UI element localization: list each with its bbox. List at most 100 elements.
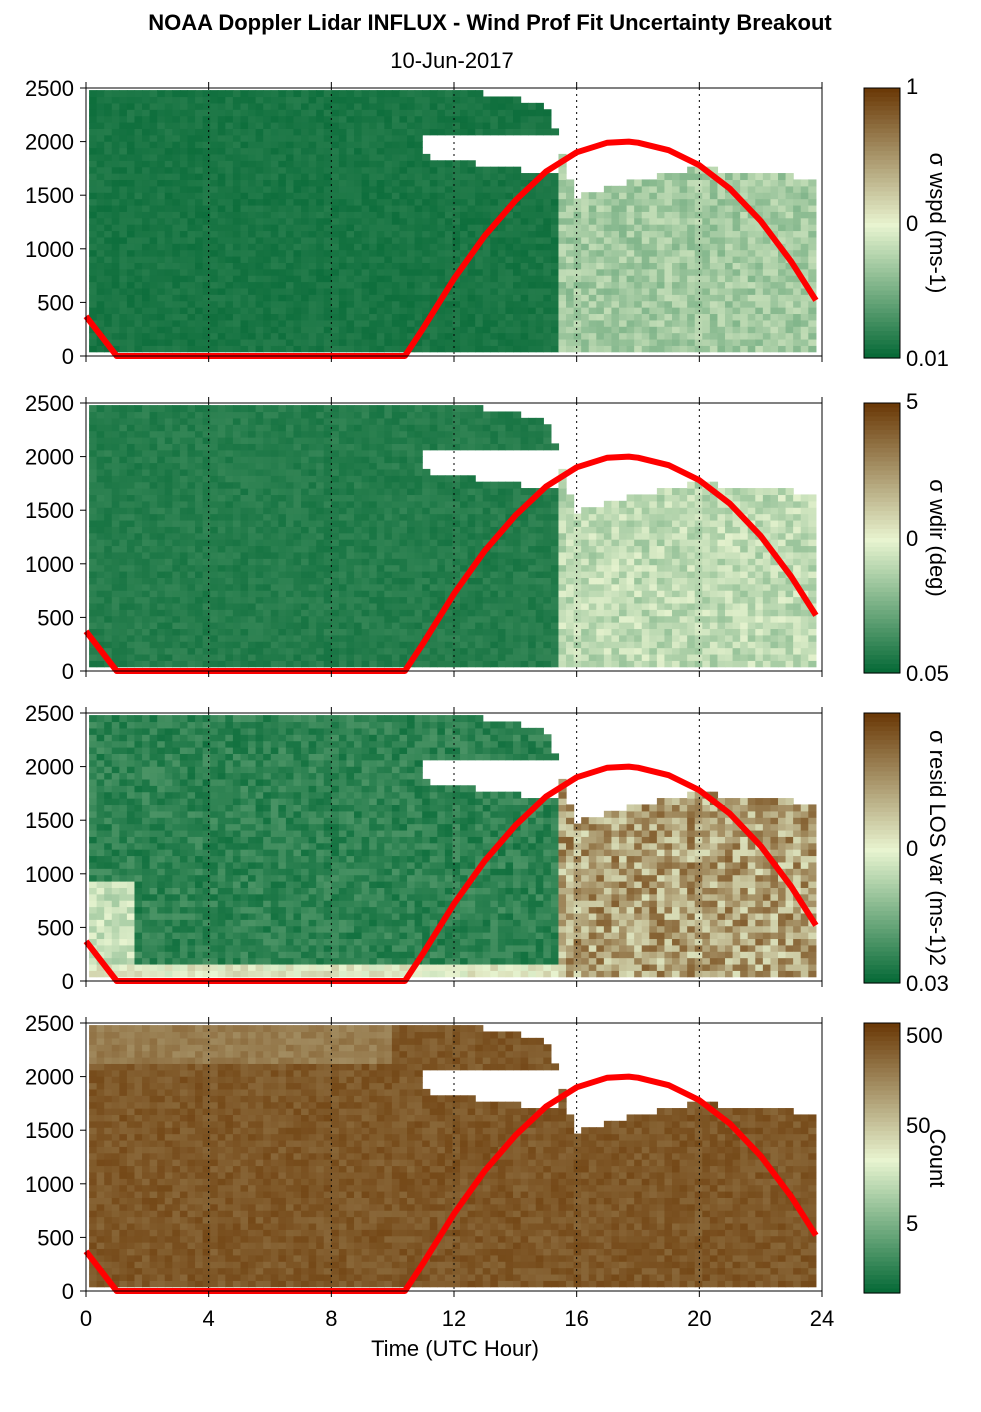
heatmap-cell	[263, 500, 272, 508]
heatmap-cell	[323, 519, 332, 527]
heatmap-cell	[308, 230, 317, 238]
heatmap-cell	[126, 268, 136, 276]
heatmap-cell	[467, 211, 476, 219]
heatmap-cell	[573, 230, 582, 238]
heatmap-cell	[126, 224, 136, 232]
heatmap-cell	[164, 262, 173, 270]
heatmap-cell	[285, 653, 295, 661]
heatmap-cell	[656, 319, 666, 327]
heatmap-cell	[301, 462, 310, 470]
heatmap-cell	[770, 319, 779, 327]
heatmap-cell	[187, 128, 196, 136]
heatmap-cell	[119, 147, 128, 155]
heatmap-cell	[248, 507, 257, 515]
heatmap-cell	[225, 224, 234, 232]
heatmap-cell	[210, 411, 219, 419]
heatmap-cell	[429, 338, 438, 346]
heatmap-cell	[346, 345, 355, 353]
heatmap-cell	[490, 281, 499, 289]
heatmap-cell	[263, 417, 272, 425]
heatmap-cell	[543, 179, 552, 187]
heatmap-cell	[543, 300, 552, 308]
heatmap-cell	[96, 660, 105, 668]
heatmap-cell	[354, 545, 363, 553]
heatmap-cell	[619, 294, 628, 302]
heatmap-cell	[679, 275, 688, 283]
heatmap-cell	[429, 211, 438, 219]
heatmap-cell	[800, 230, 809, 238]
heatmap-cell	[656, 243, 666, 251]
heatmap-cell	[278, 424, 287, 432]
heatmap-cell	[202, 96, 211, 104]
heatmap-cell	[202, 609, 211, 617]
heatmap-cell	[702, 204, 711, 212]
heatmap-cell	[111, 462, 120, 470]
heatmap-cell	[308, 249, 317, 257]
heatmap-cell	[278, 319, 287, 327]
heatmap-cell	[316, 287, 325, 295]
heatmap-cell	[293, 443, 302, 451]
heatmap-cell	[134, 411, 143, 419]
heatmap-cell	[566, 287, 575, 295]
heatmap-cell	[89, 224, 98, 232]
heatmap-cell	[725, 275, 734, 283]
heatmap-cell	[649, 268, 658, 276]
heatmap-cell	[399, 256, 408, 263]
heatmap-cell	[475, 281, 484, 289]
heatmap-cell	[285, 173, 295, 181]
heatmap-cell	[157, 128, 166, 136]
heatmap-cell	[482, 345, 491, 353]
heatmap-cell	[460, 345, 469, 353]
heatmap-cell	[384, 345, 393, 353]
heatmap-cell	[217, 249, 226, 257]
heatmap-cell	[187, 134, 196, 142]
heatmap-cell	[187, 475, 196, 483]
heatmap-cell	[225, 615, 234, 623]
heatmap-cell	[164, 462, 173, 470]
heatmap-cell	[126, 147, 136, 155]
heatmap-cell	[422, 313, 431, 321]
heatmap-cell	[740, 287, 749, 295]
heatmap-cell	[361, 577, 370, 585]
heatmap-cell	[414, 153, 423, 161]
heatmap-cell	[649, 236, 658, 244]
heatmap-cell	[338, 475, 348, 483]
heatmap-cell	[157, 179, 166, 187]
heatmap-cell	[520, 198, 529, 206]
heatmap-cell	[134, 424, 143, 432]
heatmap-cell	[225, 647, 234, 655]
heatmap-cell	[323, 319, 332, 327]
heatmap-cell	[179, 411, 189, 419]
heatmap-cell	[210, 551, 219, 559]
heatmap-cell	[202, 456, 211, 464]
heatmap-cell	[323, 198, 332, 206]
heatmap-cell	[475, 96, 484, 104]
heatmap-cell	[717, 332, 726, 340]
heatmap-cell	[202, 443, 211, 451]
heatmap-cell	[293, 281, 302, 289]
heatmap-cell	[104, 596, 113, 604]
heatmap-cell	[119, 96, 128, 104]
heatmap-cell	[164, 634, 173, 642]
heatmap-cell	[225, 622, 234, 630]
heatmap-cell	[164, 500, 173, 508]
heatmap-cell	[134, 583, 143, 591]
heatmap-cell	[248, 300, 257, 308]
heatmap-cell	[505, 262, 514, 270]
y-tick-label: 2500	[25, 76, 74, 101]
colorbar-segment	[864, 178, 900, 184]
heatmap-cell	[361, 122, 370, 129]
heatmap-cell	[338, 653, 348, 661]
heatmap-cell	[475, 275, 484, 283]
heatmap-cell	[195, 513, 204, 521]
heatmap-cell	[482, 307, 491, 315]
heatmap-cell	[179, 456, 189, 464]
heatmap-cell	[566, 332, 575, 340]
heatmap-cell	[376, 326, 385, 334]
heatmap-cell	[520, 338, 529, 346]
heatmap-cell	[808, 262, 817, 270]
heatmap-cell	[126, 90, 136, 98]
heatmap-cell	[717, 185, 726, 193]
heatmap-cell	[444, 243, 454, 251]
heatmap-cell	[331, 488, 340, 496]
